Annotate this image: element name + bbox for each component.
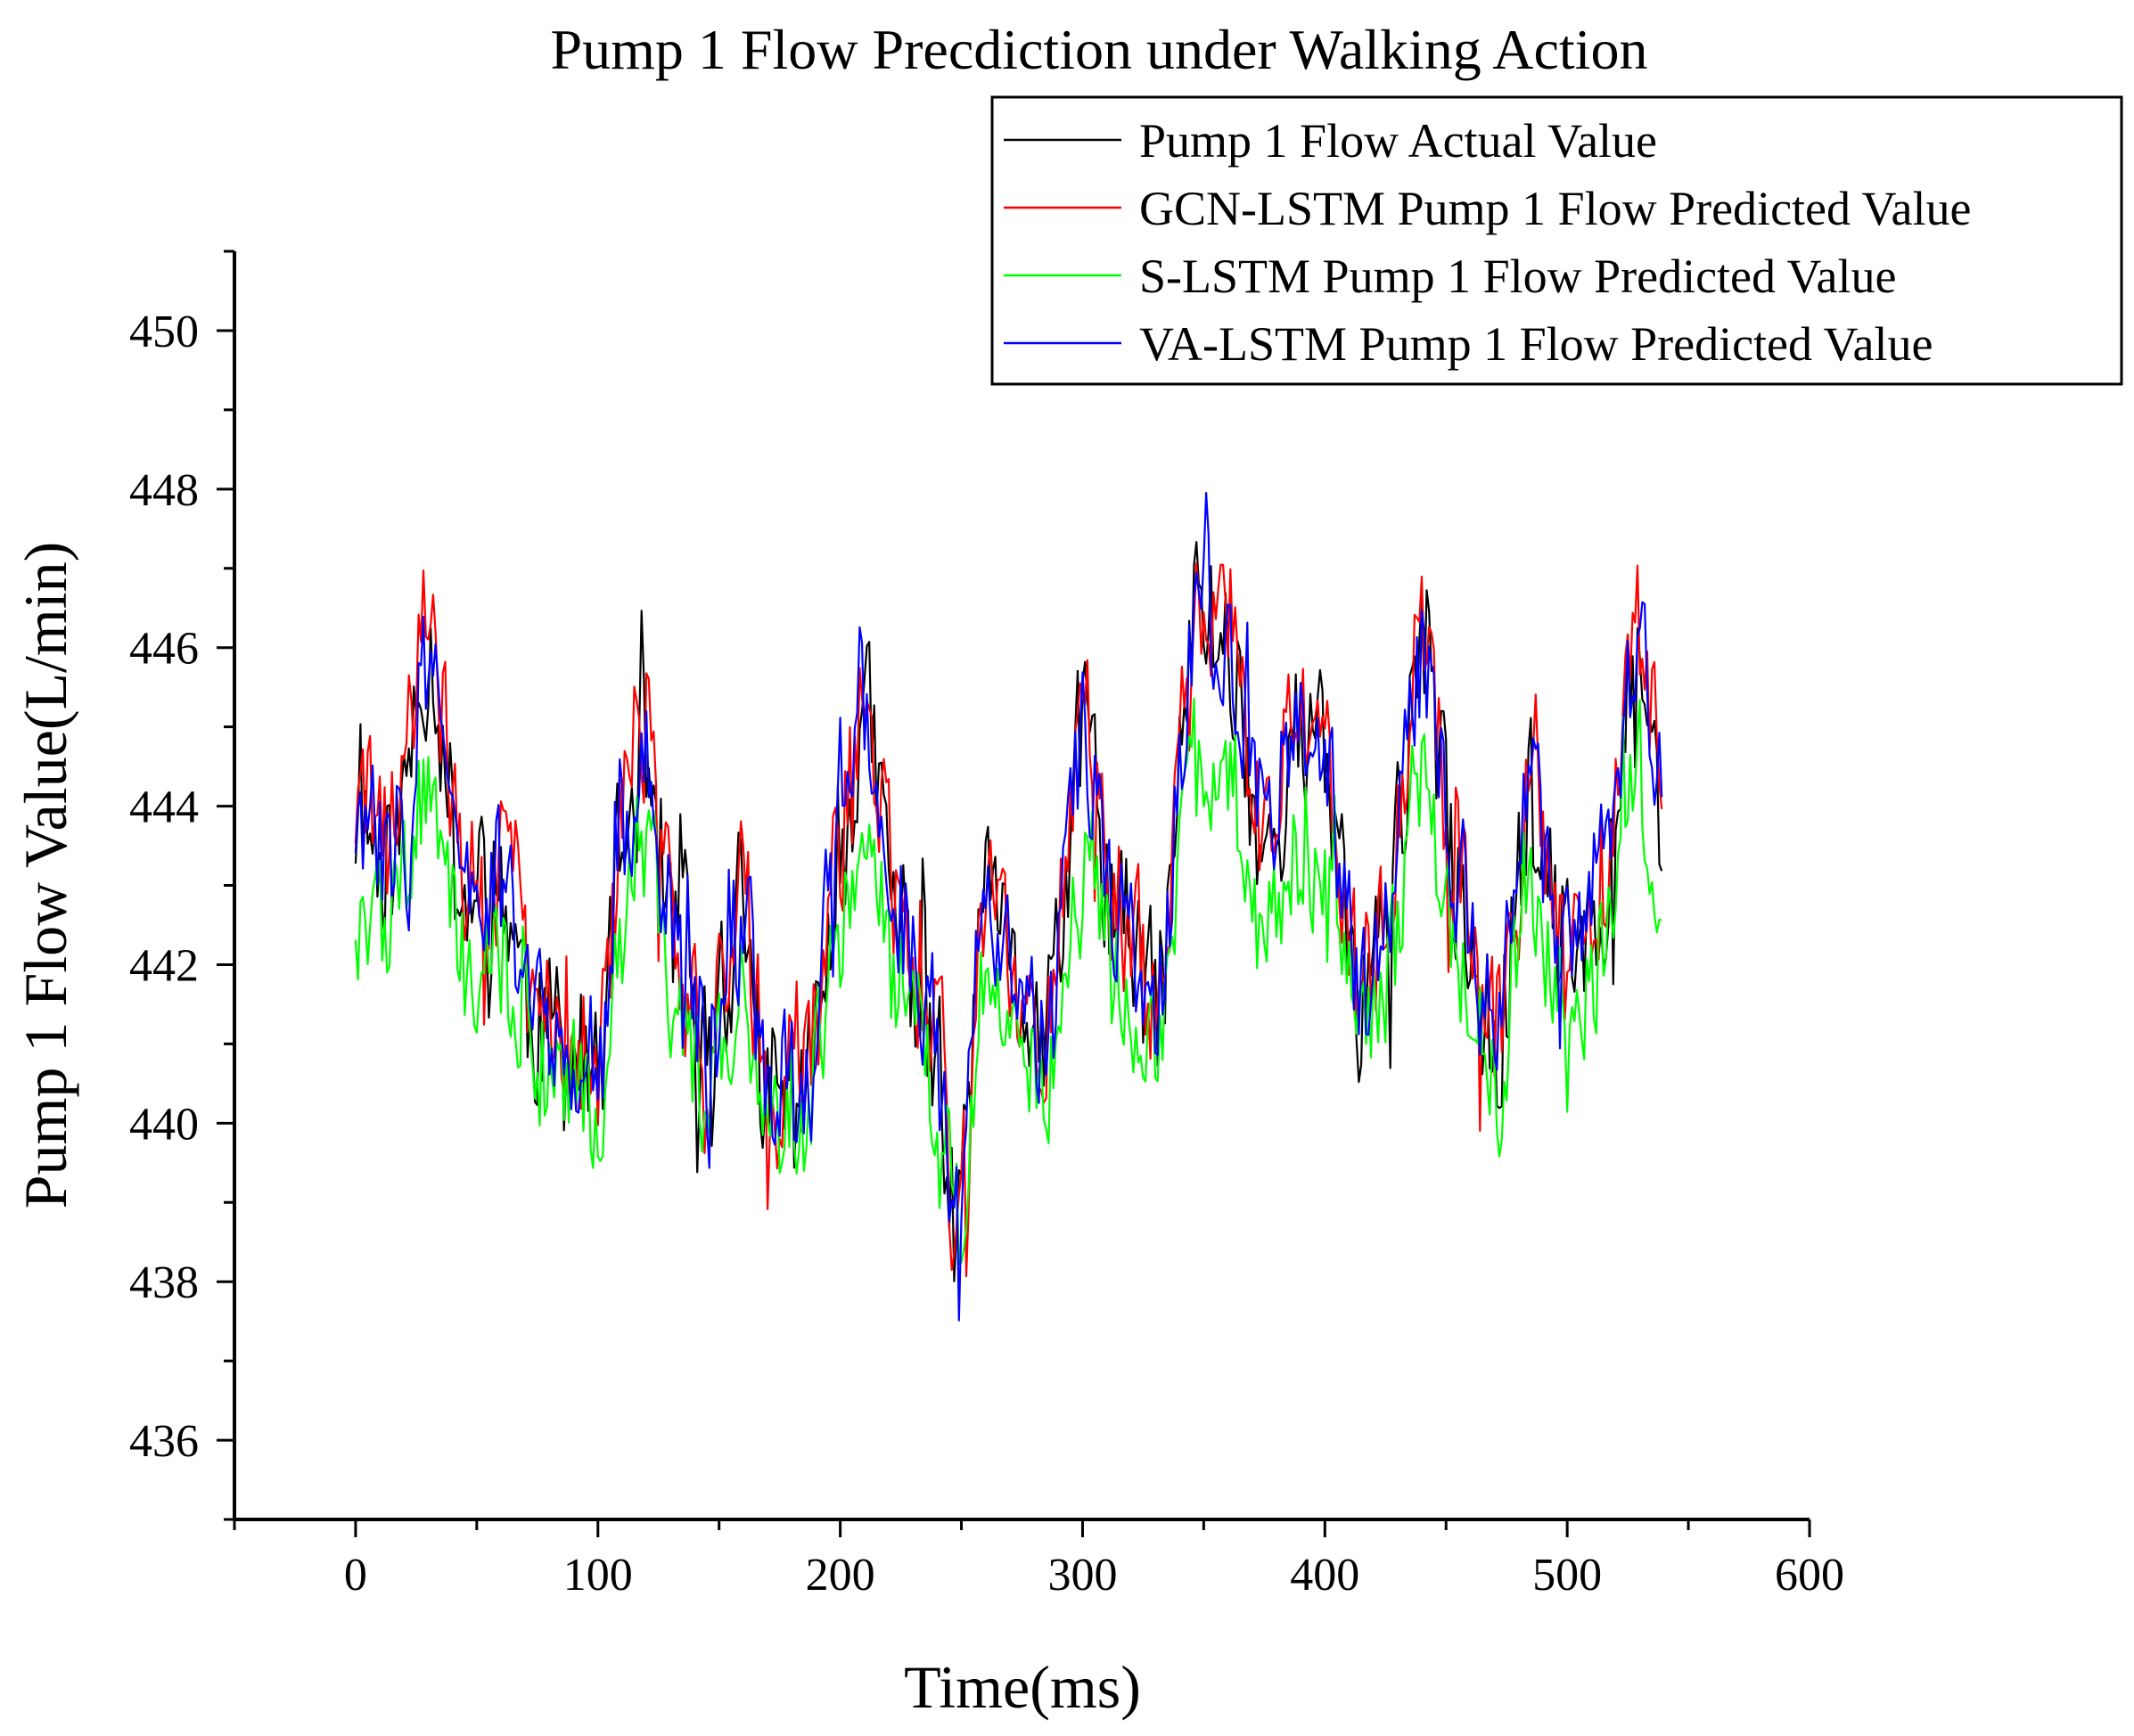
x-tick-label: 100	[563, 1550, 633, 1601]
legend-box	[990, 95, 2123, 386]
series-line-va	[354, 492, 1663, 1322]
axes: 0 100 200 300 400 500 600 436 438 440 442 444 446 448…	[129, 250, 1844, 1601]
y-tick-label: 438	[129, 1257, 199, 1308]
legend-label-slstm: S-LSTM Pump 1 Flow Predicted Value	[1139, 250, 1897, 303]
chart-title: Pump 1 Flow Precdiction under Walking Ac…	[551, 18, 1648, 81]
x-tick-label: 300	[1047, 1550, 1117, 1601]
x-tick-label: 400	[1290, 1550, 1359, 1601]
legend-label-va: VA-LSTM Pump 1 Flow Predicted Value	[1139, 317, 1933, 371]
y-tick-label: 436	[129, 1416, 199, 1467]
legend-label-actual: Pump 1 Flow Actual Value	[1139, 114, 1657, 168]
legend-label-gcn: GCN-LSTM Pump 1 Flow Predicted Value	[1139, 182, 1971, 235]
x-tick-label: 600	[1775, 1550, 1844, 1601]
x-tick-label: 500	[1532, 1550, 1602, 1601]
y-tick-label: 448	[129, 465, 199, 516]
y-axis-label: Pump 1 Flow Value(L/min)	[12, 542, 79, 1209]
x-tick-label: 0	[344, 1550, 367, 1601]
y-tick-label: 444	[129, 782, 199, 833]
y-tick-label: 446	[129, 624, 199, 675]
y-tick-label: 442	[129, 940, 199, 991]
y-tick-label: 440	[129, 1099, 199, 1150]
x-axis-label: Time(ms)	[904, 1653, 1141, 1721]
legend: Pump 1 Flow Actual Value GCN-LSTM Pump 1 …	[990, 95, 2123, 386]
plot-area	[354, 492, 1663, 1322]
y-tick-label: 450	[129, 307, 199, 357]
series-line-actual	[354, 541, 1663, 1282]
x-tick-label: 200	[806, 1550, 875, 1601]
series-line-slstm	[354, 697, 1662, 1265]
